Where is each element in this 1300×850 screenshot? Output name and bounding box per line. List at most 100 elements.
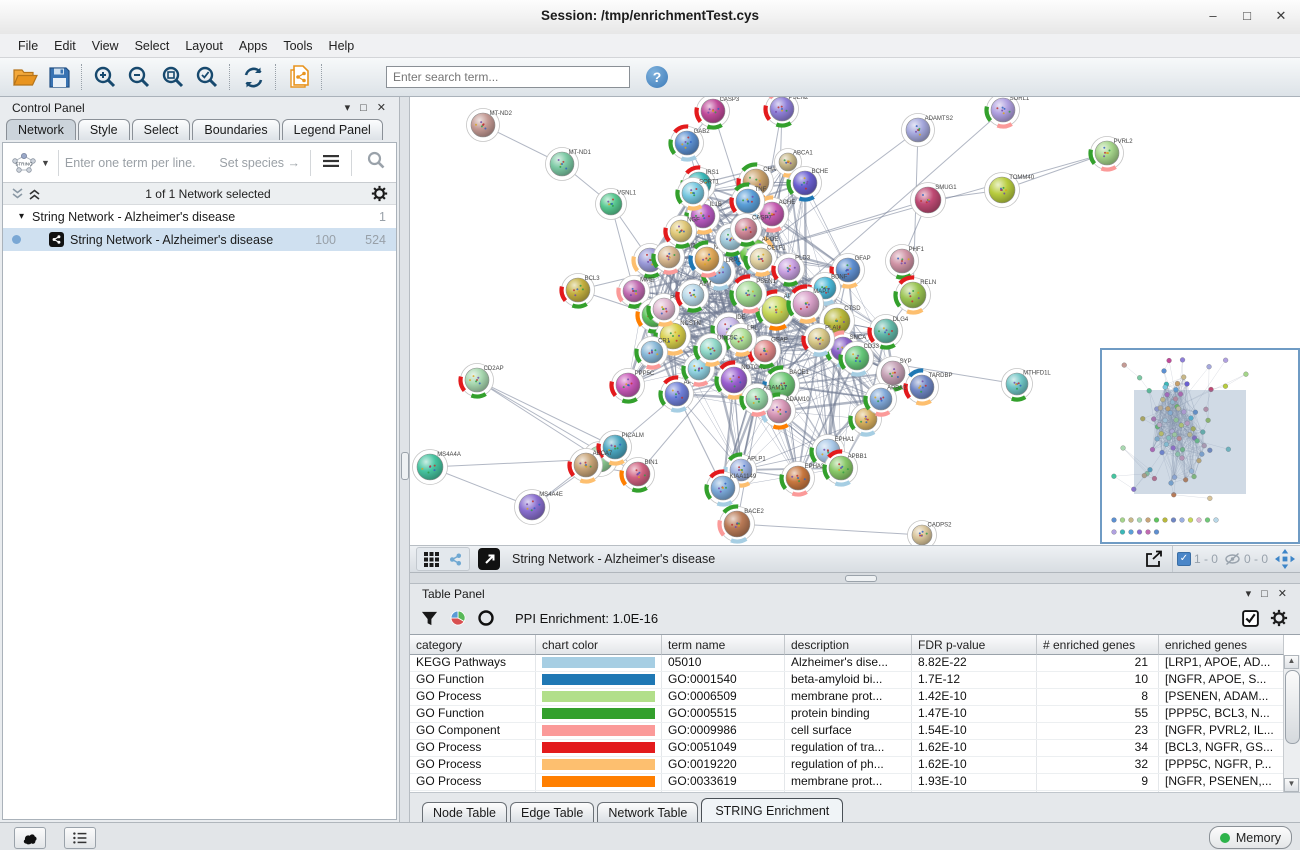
network-node-SMUG1[interactable]: SMUG1: [910, 182, 958, 218]
close-button[interactable]: ✕: [1275, 8, 1287, 23]
network-node-APP[interactable]: APP: [755, 289, 797, 331]
network-node-BCHE[interactable]: BCHE: [786, 166, 829, 202]
column-header[interactable]: term name: [662, 635, 785, 655]
network-node-MT-ND2[interactable]: MT-ND2: [466, 108, 513, 142]
network-node-KIAA1149[interactable]: KIAA1149: [704, 469, 757, 507]
enrichment-row[interactable]: GO Function GO:0001540 beta-amyloid bi... 1…: [410, 672, 1284, 689]
string-options-button[interactable]: [315, 154, 347, 172]
species-hint[interactable]: Set species →: [219, 155, 300, 170]
network-node-LPL[interactable]: LPL: [723, 323, 758, 357]
export-network-button[interactable]: [1142, 549, 1166, 569]
menu-help[interactable]: Help: [328, 38, 355, 53]
open-session-button[interactable]: [8, 61, 42, 93]
string-term-input[interactable]: [62, 154, 220, 171]
maximize-button[interactable]: □: [1243, 8, 1251, 23]
network-node-RELN[interactable]: RELN: [893, 275, 937, 315]
zoom-fit-button[interactable]: [156, 61, 190, 93]
panel-menu-icon[interactable]: ▾: [344, 102, 351, 114]
network-node-CELF1[interactable]: CELF1: [743, 243, 786, 277]
hidden-eye-icon[interactable]: [1224, 552, 1241, 566]
network-node-ADAM17[interactable]: ADAM17: [739, 383, 788, 417]
enrichment-row[interactable]: GO Process GO:0019220 regulation of ph... 1…: [410, 757, 1284, 774]
memory-button[interactable]: Memory: [1208, 826, 1292, 849]
birdseye-toggle-button[interactable]: [478, 548, 500, 570]
birdseye-view[interactable]: [1100, 348, 1300, 544]
menu-select[interactable]: Select: [134, 38, 170, 53]
network-node-CR1[interactable]: CR1: [634, 336, 671, 370]
network-node-CASP3[interactable]: CASP3: [694, 97, 740, 130]
zoom-in-button[interactable]: [88, 61, 122, 93]
string-logo-button[interactable]: STRING ▼: [3, 151, 54, 175]
tab-string-enrichment[interactable]: STRING Enrichment: [701, 798, 844, 823]
collapse-all-icon[interactable]: [28, 188, 41, 200]
network-node-PICALM[interactable]: PICALM: [596, 430, 644, 466]
splitter-handle[interactable]: [845, 575, 877, 582]
network-node-APBA2[interactable]: APBA2: [863, 383, 907, 417]
column-header[interactable]: description: [785, 635, 912, 655]
network-node-VSNL1[interactable]: VSNL1: [595, 188, 637, 220]
network-node-MT-ND1[interactable]: MT-ND1: [545, 147, 592, 181]
network-node-ADAMTS2[interactable]: ADAMTS2: [901, 113, 954, 147]
network-node-A2M[interactable]: A2M: [675, 279, 711, 313]
refresh-button[interactable]: [236, 61, 270, 93]
tab-legend-panel[interactable]: Legend Panel: [281, 119, 383, 140]
tree-caret-icon[interactable]: ▾: [19, 211, 25, 222]
column-header[interactable]: chart color: [536, 635, 662, 655]
scrollbar-thumb[interactable]: [1285, 670, 1300, 744]
tab-network[interactable]: Network: [6, 119, 76, 140]
column-header[interactable]: # enriched genes: [1037, 635, 1159, 655]
navigator-compass-icon[interactable]: [1274, 548, 1296, 570]
network-node-CASP7[interactable]: CASP7: [730, 213, 773, 247]
network-node-PLD3[interactable]: PLD3: [771, 253, 811, 287]
network-node-PSEN1[interactable]: PSEN1: [729, 274, 777, 314]
share-view-button[interactable]: [443, 549, 467, 569]
network-node-CD33[interactable]: CD33: [838, 341, 880, 377]
tab-edge-table[interactable]: Edge Table: [510, 802, 595, 823]
network-node-UNC5C[interactable]: UNC5C: [693, 333, 738, 367]
scroll-up-icon[interactable]: ▲: [1284, 655, 1299, 669]
network-node-APH1A[interactable]: APH1A: [658, 375, 704, 413]
enrichment-row[interactable]: GO Component GO:0009986 cell surface 1.54E-…: [410, 723, 1284, 740]
panel-close-icon[interactable]: ✕: [376, 102, 386, 114]
network-node-BACE2[interactable]: BACE2: [717, 504, 765, 544]
birdseye-graph[interactable]: [1102, 350, 1298, 542]
network-row[interactable]: String Network - Alzheimer's disease 100…: [3, 228, 396, 251]
network-node-ABCA7[interactable]: ABCA7: [567, 448, 613, 484]
column-header[interactable]: enriched genes: [1159, 635, 1284, 655]
network-node-BIN1[interactable]: BIN1: [619, 457, 659, 493]
expand-all-icon[interactable]: [11, 187, 24, 200]
tab-node-table[interactable]: Node Table: [422, 802, 508, 823]
network-node-SORT1[interactable]: SORT1: [675, 177, 720, 211]
network-node-SYP[interactable]: SYP: [876, 356, 912, 392]
network-node-CD2AP[interactable]: CD2AP: [458, 363, 504, 399]
network-node-MS4A4E[interactable]: MS4A4E: [514, 489, 563, 525]
filter-button[interactable]: [420, 610, 439, 627]
network-node-MAPT[interactable]: MAPT: [786, 284, 831, 324]
network-node-MS4A4A[interactable]: MS4A4A: [412, 449, 461, 485]
panel-close-icon[interactable]: ✕: [1277, 588, 1287, 600]
enrichment-row[interactable]: GO Process GO:0006509 membrane prot... 1.42…: [410, 689, 1284, 706]
enrichment-row[interactable]: KEGG Pathways 05010 Alzheimer's dise... 8.8…: [410, 655, 1284, 672]
network-node-BCL3[interactable]: BCL3: [559, 273, 601, 309]
table-scrollbar[interactable]: ▲ ▼: [1283, 655, 1300, 792]
column-header[interactable]: category: [410, 635, 536, 655]
network-node-PHF1[interactable]: PHF1: [885, 244, 925, 280]
panel-float-icon[interactable]: □: [360, 101, 367, 114]
panel-float-icon[interactable]: □: [1261, 587, 1268, 600]
network-node-EPHA3[interactable]: EPHA3: [779, 461, 825, 497]
search-input[interactable]: [386, 66, 630, 88]
network-node-CADPS2[interactable]: CADPS2: [907, 520, 953, 546]
network-node-NGFR[interactable]: NGFR: [688, 240, 732, 278]
select-all-checkbox-button[interactable]: [1241, 609, 1260, 628]
network-node-PLAU[interactable]: PLAU: [801, 323, 841, 357]
network-node-SORL1[interactable]: SORL1: [984, 97, 1030, 129]
vertical-splitter[interactable]: [400, 97, 410, 822]
zoom-selected-button[interactable]: [190, 61, 224, 93]
splitter-handle[interactable]: [401, 452, 409, 480]
selected-checkbox-icon[interactable]: ✓: [1176, 552, 1191, 566]
network-node-PVRL2[interactable]: PVRL2: [1088, 136, 1134, 172]
tab-network-table[interactable]: Network Table: [597, 802, 699, 823]
tab-style[interactable]: Style: [77, 119, 130, 140]
zoom-out-button[interactable]: [122, 61, 156, 93]
horizontal-splitter[interactable]: [410, 573, 1300, 583]
